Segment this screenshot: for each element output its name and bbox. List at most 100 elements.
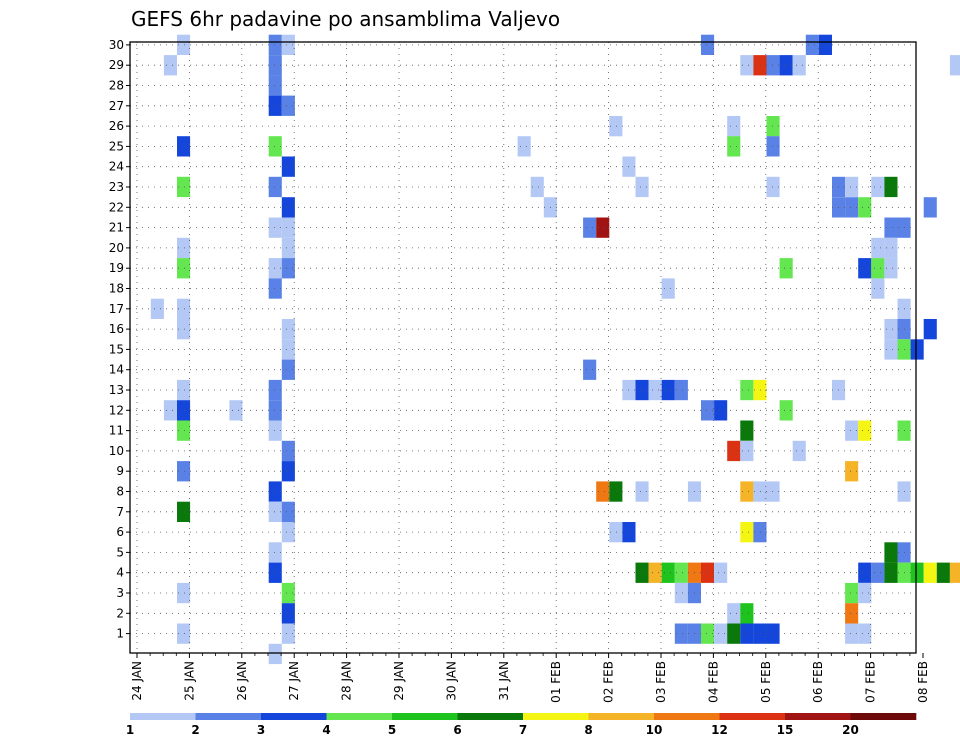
- y-tick-label: 20: [109, 241, 124, 255]
- y-tick-label: 30: [109, 38, 124, 52]
- heatmap-cell: [727, 623, 741, 644]
- y-axis: 1234567891011121314151617181920212223242…: [109, 38, 130, 641]
- y-tick-label: 25: [109, 139, 124, 153]
- heatmap-cell: [884, 319, 898, 340]
- heatmap-cell: [779, 400, 793, 421]
- colorbar-swatch: [850, 713, 917, 720]
- y-tick-label: 22: [109, 200, 124, 214]
- y-tick-label: 23: [109, 180, 124, 194]
- heatmap-cell: [268, 55, 282, 76]
- heatmap-cell: [163, 400, 177, 421]
- heatmap-cell: [884, 217, 898, 238]
- heatmap-cell: [753, 379, 767, 401]
- heatmap-cell: [766, 136, 780, 157]
- heatmap-cells: [150, 34, 960, 665]
- plot-frame: [129, 41, 917, 654]
- heatmap-cell: [727, 116, 741, 137]
- heatmap-cell: [727, 136, 741, 157]
- heatmap-cell: [766, 623, 780, 644]
- heatmap-cell: [281, 623, 295, 644]
- colorbar-label: 10: [646, 723, 663, 737]
- heatmap-cell: [268, 481, 282, 502]
- heatmap-cell: [858, 258, 872, 279]
- heatmap-cell: [949, 562, 960, 583]
- colorbar-label: 4: [322, 723, 330, 737]
- y-tick-label: 18: [109, 282, 124, 296]
- chart-title: GEFS 6hr padavine po ansamblima Valjevo: [131, 7, 560, 31]
- heatmap-cell: [268, 400, 282, 421]
- y-tick-label: 9: [116, 464, 124, 478]
- heatmap-cell: [177, 501, 191, 522]
- heatmap-cell: [949, 55, 960, 76]
- heatmap-cell: [648, 379, 662, 401]
- heatmap-cell: [268, 95, 282, 116]
- heatmap-cell: [740, 623, 754, 644]
- x-tick-label: 25 JAN: [182, 661, 196, 701]
- colorbar-label: 12: [711, 723, 728, 737]
- heatmap-cell: [177, 176, 191, 198]
- heatmap-cell: [845, 603, 859, 624]
- heatmap-cell: [268, 176, 282, 198]
- heatmap-cell: [281, 197, 295, 218]
- heatmap-cell: [177, 420, 191, 441]
- y-tick-label: 11: [109, 424, 124, 438]
- heatmap-cell: [635, 481, 649, 502]
- colorbar-swatch: [654, 713, 720, 720]
- heatmap-cell: [596, 217, 610, 238]
- heatmap-cell: [281, 156, 295, 177]
- colorbar-label: 3: [257, 723, 265, 737]
- heatmap-cell: [268, 501, 282, 522]
- colorbar-legend: 1 2 3 4 5 6 7 8 10 12 15 20: [126, 713, 917, 737]
- heatmap-cell: [792, 55, 806, 76]
- heatmap-cell: [281, 603, 295, 624]
- heatmap-cell: [858, 420, 872, 441]
- y-tick-label: 24: [109, 160, 124, 174]
- y-tick-label: 7: [116, 505, 124, 519]
- heatmap-cell: [281, 522, 295, 543]
- heatmap-cell: [281, 339, 295, 360]
- x-tick-label: 08 FEB: [916, 661, 930, 703]
- heatmap-cell: [177, 461, 191, 482]
- heatmap-cell: [609, 481, 623, 502]
- heatmap-cell: [648, 562, 662, 583]
- heatmap-cell: [805, 34, 819, 55]
- heatmap-cell: [177, 582, 191, 604]
- heatmap-cell: [910, 562, 924, 583]
- colorbar-swatch: [785, 713, 851, 720]
- heatmap-cell: [884, 258, 898, 279]
- colorbar-swatch: [195, 713, 262, 720]
- heatmap-cell: [701, 562, 715, 583]
- x-tick-label: 31 JAN: [497, 661, 511, 701]
- heatmap-cell: [701, 34, 715, 55]
- heatmap-cell: [923, 197, 937, 218]
- y-tick-label: 2: [116, 606, 124, 620]
- heatmap-cell: [766, 481, 780, 502]
- heatmap-cell: [845, 461, 859, 482]
- y-tick-label: 4: [116, 566, 124, 580]
- heatmap-cell: [281, 461, 295, 482]
- y-tick-label: 27: [109, 99, 124, 113]
- heatmap-cell: [845, 582, 859, 604]
- heatmap-cell: [281, 501, 295, 522]
- colorbar-swatch: [261, 713, 327, 720]
- y-tick-label: 12: [109, 403, 124, 417]
- heatmap-cell: [177, 237, 191, 259]
- heatmap-cell: [753, 55, 767, 76]
- heatmap-cell: [268, 379, 282, 401]
- y-tick-label: 28: [109, 79, 124, 93]
- heatmap-cell: [635, 176, 649, 198]
- heatmap-cell: [740, 55, 754, 76]
- heatmap-cell: [661, 278, 675, 299]
- heatmap-cell: [583, 217, 597, 238]
- heatmap-cell: [753, 522, 767, 543]
- heatmap-cell: [177, 258, 191, 279]
- x-tick-label: 27 JAN: [287, 661, 301, 701]
- colorbar-swatch: [588, 713, 655, 720]
- heatmap-cell: [268, 643, 282, 665]
- x-tick-label: 29 JAN: [392, 661, 406, 701]
- colorbar-swatch: [130, 713, 196, 720]
- heatmap-cell: [701, 623, 715, 644]
- heatmap-cell: [281, 582, 295, 604]
- heatmap-cell: [674, 562, 688, 583]
